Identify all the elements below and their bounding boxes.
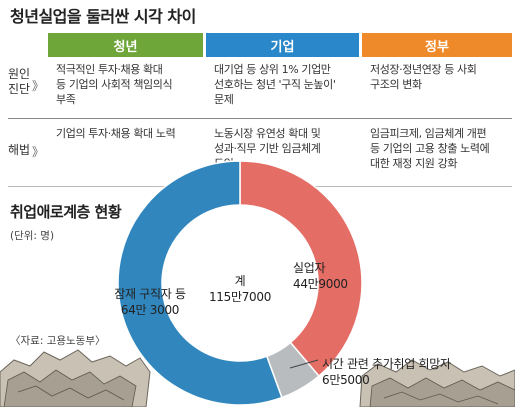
page-title: 청년실업을 둘러싼 시각 차이 <box>10 7 196 26</box>
cell-line: 문제 <box>214 93 234 106</box>
slice-value: 64만 3000 <box>120 303 180 317</box>
source-note: 〈자료: 고용노동부〉 <box>10 335 106 347</box>
chart-title: 취업애로계층 현황 <box>10 203 122 221</box>
slice-label-potential-jobseekers: 잠재 구직자 등 64만 3000 <box>95 286 205 318</box>
row-label-solution: 해법 <box>8 143 30 158</box>
cell-line: 저성장·정년연장 등 사회 <box>370 63 477 76</box>
row-label-cause-line1: 원인 <box>8 67 31 81</box>
cell-line: 성과·직무 기반 임금체계 <box>214 142 321 155</box>
cell-cause-youth: 적극적인 투자·채용 확대 등 기업의 사회적 책임의식 부족 <box>56 62 204 107</box>
donut-slice-0 <box>239 160 363 378</box>
unit-note: (단위: 명) <box>10 230 55 242</box>
cell-line: 기업의 투자·채용 확대 노력 <box>56 127 176 140</box>
cell-solution-government: 임금피크제, 임금체계 개편 등 기업의 고용 창출 노력에 대한 재정 지원 … <box>370 126 512 171</box>
chevron-right-icon: 》 <box>32 79 45 93</box>
header-company: 기업 <box>206 33 359 57</box>
header-company-label: 기업 <box>270 39 295 55</box>
row-label-solution-line1: 해법 <box>8 143 31 157</box>
cell-cause-government: 저성장·정년연장 등 사회 구조의 변화 <box>370 62 512 92</box>
slice-value: 6만5000 <box>322 373 370 387</box>
slice-name: 잠재 구직자 등 <box>114 287 186 301</box>
cell-cause-company: 대기업 등 상위 1% 기업만 선호하는 청년 '구직 눈높이' 문제 <box>214 62 362 107</box>
cell-line: 적극적인 투자·채용 확대 <box>56 63 163 76</box>
cell-solution-youth: 기업의 투자·채용 확대 노력 <box>56 126 204 141</box>
cell-line: 노동시장 유연성 확대 및 <box>214 127 321 140</box>
slice-name: 실업자 <box>293 261 326 275</box>
crumpled-paper-decoration <box>0 349 515 407</box>
total-value: 115만7000 <box>208 290 272 304</box>
cell-line: 선호하는 청년 '구직 눈높이' <box>214 78 336 91</box>
row-label-cause-line2: 진단 <box>8 82 31 96</box>
cell-line: 등 기업의 사회적 책임의식 <box>56 78 173 91</box>
slice-value: 44만9000 <box>293 277 348 291</box>
donut-chart <box>117 160 363 406</box>
row-divider <box>8 118 512 119</box>
slice-label-underemployed: 시간 관련 추가취업 희망자 6만5000 <box>322 356 451 388</box>
slice-name: 시간 관련 추가취업 희망자 <box>322 357 451 371</box>
header-government-label: 정부 <box>425 39 449 55</box>
row-label-cause: 원인 진단 <box>8 67 30 97</box>
cell-line: 대한 재정 지원 강화 <box>370 157 458 170</box>
slice-label-unemployed: 실업자 44만9000 <box>293 260 348 292</box>
callout-line <box>289 359 319 369</box>
cell-line: 임금피크제, 임금체계 개편 <box>370 127 487 140</box>
header-youth: 청년 <box>48 33 203 57</box>
total-label: 계 <box>234 274 246 288</box>
chevron-right-icon: 》 <box>32 145 45 159</box>
cell-line: 등 기업의 고용 창출 노력에 <box>370 142 490 155</box>
cell-line: 구조의 변화 <box>370 78 422 91</box>
cell-line: 부족 <box>56 93 76 106</box>
donut-slice-2 <box>117 160 283 406</box>
header-youth-label: 청년 <box>113 39 138 55</box>
cell-line: 대기업 등 상위 1% 기업만 <box>214 63 331 76</box>
header-government: 정부 <box>362 33 512 57</box>
donut-center-label: 계 115만7000 <box>195 273 285 305</box>
